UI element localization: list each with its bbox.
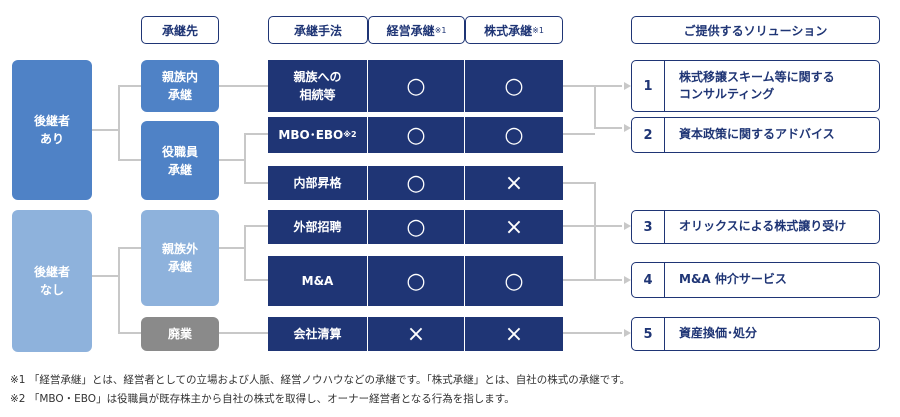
successor-family: 親族内 承継: [141, 60, 219, 112]
solution-2: 2 資本政策に関するアドバイス: [631, 117, 880, 153]
mgmt-mark: ○: [368, 117, 464, 153]
solution-number: 5: [632, 318, 665, 350]
mgmt-mark: ○: [368, 60, 464, 112]
header-successor-label: 承継先: [161, 23, 198, 38]
solution-5: 5 資産換価･処分: [631, 317, 880, 351]
footnote-2: ※2 「MBO・EBO」は役職員が既存株主から自社の株式を取得し、オーナー経営者…: [10, 393, 515, 405]
solution-text: 資本政策に関するアドバイス: [679, 127, 835, 142]
method-label: 外部招聘: [293, 220, 342, 234]
header-mgmt-note: ※1: [434, 25, 447, 35]
method-internal-promotion: 内部昇格: [268, 166, 367, 200]
solution-number: 3: [632, 211, 665, 243]
header-successor: 承継先: [141, 16, 219, 44]
mgmt-mark: ○: [368, 210, 464, 244]
solution-1: 1 株式移譲スキーム等に関する コンサルティング: [631, 60, 880, 112]
method-note: ※2: [343, 130, 357, 139]
header-method: 承継手法: [268, 16, 368, 44]
successor-closure: 廃業: [141, 317, 219, 351]
method-label: 内部昇格: [293, 176, 342, 190]
solution-text: オリックスによる株式譲り受け: [679, 219, 847, 234]
header-management-succession: 経営承継 ※1: [368, 16, 465, 44]
mgmt-mark: ○: [368, 256, 464, 306]
mgmt-mark: ×: [368, 317, 464, 351]
stock-mark: ○: [465, 117, 563, 153]
stock-mark: ×: [465, 210, 563, 244]
method-external-recruit: 外部招聘: [268, 210, 367, 244]
header-stock-succession: 株式承継 ※1: [465, 16, 563, 44]
method-ma: M&A: [268, 256, 367, 306]
no-successor-box: 後継者 なし: [12, 210, 92, 352]
with-successor-box: 後継者 あり: [12, 60, 92, 200]
method-mbo-ebo: MBO･EBO ※2: [268, 117, 367, 153]
stock-mark: ×: [465, 317, 563, 351]
method-label: M&A: [301, 274, 334, 288]
stock-mark: ×: [465, 166, 563, 200]
method-liquidation: 会社清算: [268, 317, 367, 351]
successor-outside: 親族外 承継: [141, 210, 219, 306]
solution-3: 3 オリックスによる株式譲り受け: [631, 210, 880, 244]
solution-4: 4 M&A 仲介サービス: [631, 262, 880, 298]
stock-mark: ○: [465, 60, 563, 112]
solution-number: 2: [632, 118, 665, 152]
header-mgmt-label: 経営承継: [386, 23, 435, 38]
header-stock-label: 株式承継: [484, 23, 533, 38]
footnote-1: ※1 「経営承継」とは、経営者としての立場および人脈、経営ノウハウなどの承継です…: [10, 374, 631, 386]
header-solutions-label: ご提供するソリューション: [683, 23, 828, 38]
solution-number: 4: [632, 263, 665, 297]
method-family-inheritance: 親族への 相続等: [268, 60, 367, 112]
method-label: 会社清算: [293, 327, 342, 341]
solution-text: 株式移譲スキーム等に関する コンサルティング: [679, 69, 835, 101]
stock-mark: ○: [465, 256, 563, 306]
solution-number: 1: [632, 61, 665, 111]
header-method-label: 承継手法: [293, 23, 342, 38]
successor-employee: 役職員 承継: [141, 121, 219, 200]
solution-text: 資産換価･処分: [679, 326, 758, 341]
header-solutions: ご提供するソリューション: [631, 16, 880, 44]
method-label: MBO･EBO: [278, 128, 344, 142]
header-stock-note: ※1: [532, 25, 544, 35]
method-label: 親族への 相続等: [293, 70, 342, 102]
solution-text: M&A 仲介サービス: [679, 272, 787, 287]
mgmt-mark: ○: [368, 166, 464, 200]
